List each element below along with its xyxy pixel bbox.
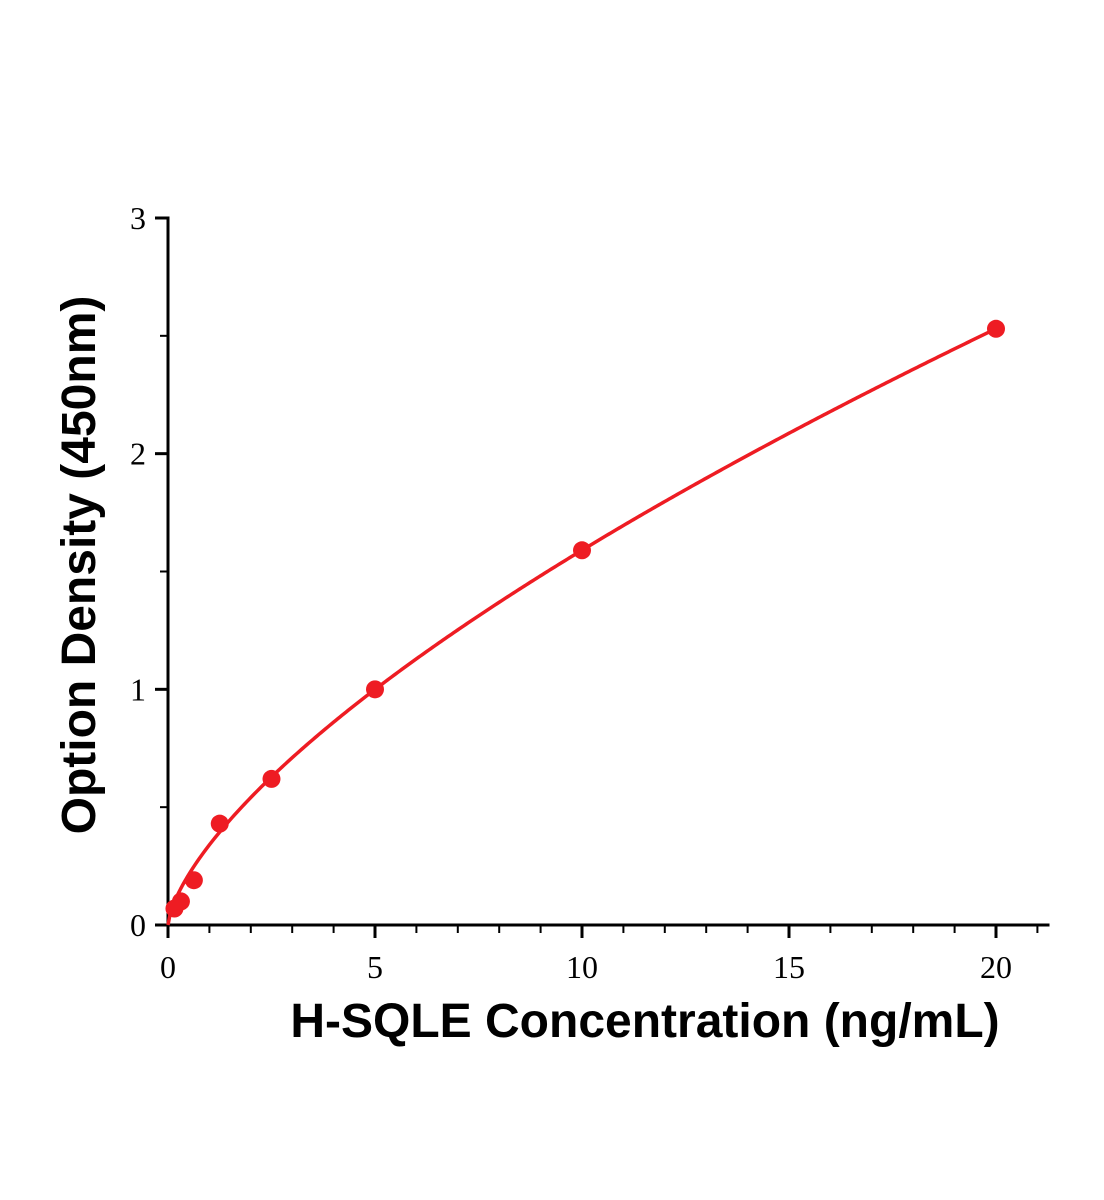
y-axis-title: Option Density (450nm) bbox=[53, 295, 106, 835]
data-point bbox=[171, 892, 190, 911]
y-tick-label: 1 bbox=[130, 671, 146, 707]
y-tick-label: 2 bbox=[130, 436, 146, 472]
axis-lines bbox=[166, 216, 1050, 927]
data-point bbox=[210, 814, 229, 833]
y-tick-label: 3 bbox=[130, 200, 146, 236]
standard-curve-line bbox=[166, 327, 997, 926]
x-axis-title: H-SQLE Concentration (ng/mL) bbox=[290, 995, 1000, 1048]
data-point bbox=[262, 769, 281, 788]
x-tick-label: 0 bbox=[160, 949, 176, 985]
data-point bbox=[366, 680, 384, 699]
data-point bbox=[987, 319, 1005, 338]
x-tick-label: 10 bbox=[566, 949, 598, 985]
x-tick-label: 15 bbox=[773, 949, 805, 985]
x-tick-label: 20 bbox=[980, 949, 1012, 985]
data-point bbox=[573, 541, 591, 560]
data-point bbox=[184, 871, 203, 890]
y-tick-label: 0 bbox=[130, 907, 146, 943]
x-tick-label: 5 bbox=[367, 949, 383, 985]
